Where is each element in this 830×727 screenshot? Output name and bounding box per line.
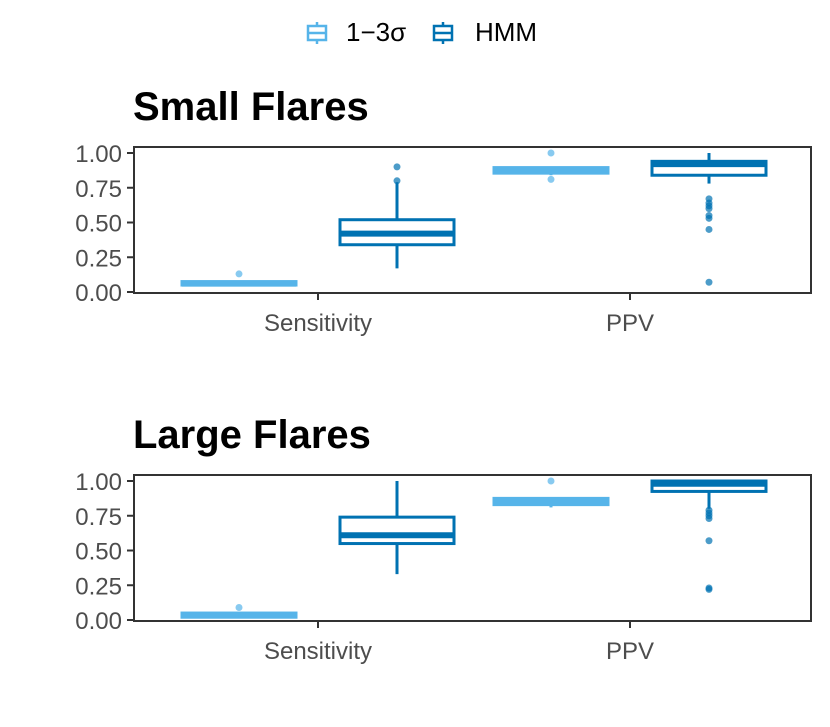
box-13-sensitivity [180,270,298,287]
legend-item-1-3sigma: 1−3σ [306,17,406,47]
x-tick-label: PPV [606,310,654,337]
plot-area-border [133,474,812,622]
box-HMM-sensitivity [338,163,456,269]
outlier-point [705,278,713,286]
box-iqr [338,515,456,546]
box-HMM-ppv [650,153,768,286]
outlier-point [235,270,243,278]
panel-small-flares: Small Flares 0.00 0.25 0.50 0.75 1.00 Se… [75,85,812,337]
legend-label-1-3sigma: 1−3σ [346,17,406,47]
outlier-point [705,515,713,523]
panel-large-flares: Large Flares 0.00 0.25 0.50 0.75 1.00 Se… [75,413,812,665]
outlier-point [235,603,243,611]
x-tick-label: Sensitivity [264,310,372,337]
legend-item-hmm: HMM [432,17,537,47]
outlier-point [705,205,713,213]
plot-area-border [133,146,812,294]
y-axis: 0.00 0.25 0.50 0.75 1.00 [75,469,122,635]
x-tick-label: Sensitivity [264,638,372,665]
x-axis: Sensitivity PPV [264,310,654,337]
y-tick-label: 0.00 [75,280,122,307]
outlier-point [547,175,555,183]
legend-key-1-3sigma-icon [306,22,328,44]
outlier-point [393,177,401,185]
box-HMM-sensitivity [338,481,456,575]
legend-key-hmm-icon [432,22,454,44]
y-tick-label: 1.00 [75,469,122,496]
outlier-point [547,477,555,485]
legend-label-hmm: HMM [475,17,537,47]
panel-title-large-flares: Large Flares [133,413,371,457]
y-tick-label: 0.00 [75,608,122,635]
outlier-point [705,585,713,593]
x-tick-label: PPV [606,638,654,665]
boxplot-marks [180,477,768,619]
outlier-point [547,149,555,157]
outlier-point [705,214,713,222]
box-13-ppv [492,477,610,508]
box-13-ppv [492,149,610,183]
box-13-sensitivity [180,603,298,619]
y-tick-label: 1.00 [75,141,122,168]
y-tick-label: 0.25 [75,573,122,600]
y-tick-label: 0.50 [75,539,122,566]
outlier-point [705,225,713,233]
x-axis: Sensitivity PPV [264,638,654,665]
boxplot-marks [180,149,768,287]
outlier-point [393,163,401,171]
outlier-point [705,537,713,545]
legend: 1−3σ HMM [306,17,537,47]
panel-title-small-flares: Small Flares [133,85,369,129]
y-tick-label: 0.75 [75,176,122,203]
y-tick-label: 0.75 [75,504,122,531]
y-tick-label: 0.50 [75,211,122,238]
y-axis: 0.00 0.25 0.50 0.75 1.00 [75,141,122,307]
box-HMM-ppv [650,479,768,593]
y-tick-label: 0.25 [75,245,122,272]
